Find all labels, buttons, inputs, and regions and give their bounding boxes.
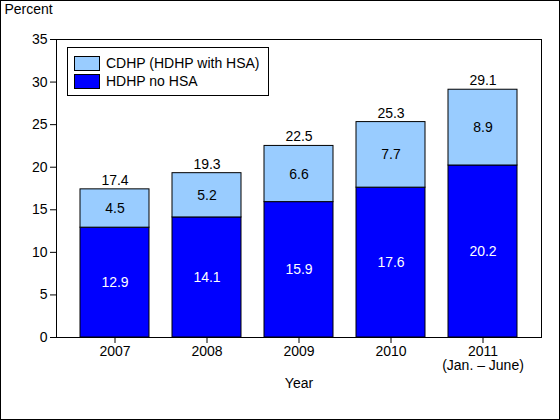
svg-text:2007: 2007: [99, 343, 130, 359]
svg-text:Percent: Percent: [5, 1, 53, 17]
svg-text:2008: 2008: [191, 343, 222, 359]
svg-text:17.4: 17.4: [101, 172, 128, 188]
svg-text:15: 15: [32, 201, 48, 217]
svg-text:4.5: 4.5: [105, 200, 125, 216]
svg-text:15.9: 15.9: [285, 261, 312, 277]
svg-text:22.5: 22.5: [285, 128, 312, 144]
svg-text:5.2: 5.2: [197, 187, 217, 203]
svg-text:12.9: 12.9: [101, 274, 128, 290]
svg-text:5: 5: [40, 286, 48, 302]
svg-text:14.1: 14.1: [193, 269, 220, 285]
svg-text:6.6: 6.6: [289, 166, 309, 182]
html-text:HDHP no HSA: HDHP no HSA: [106, 73, 198, 89]
svg-text:2009: 2009: [283, 343, 314, 359]
svg-text:25.3: 25.3: [377, 105, 404, 121]
svg-text:Year: Year: [285, 375, 314, 391]
svg-text:7.7: 7.7: [381, 146, 401, 162]
svg-text:0: 0: [40, 329, 48, 345]
svg-text:2011(Jan. – June): 2011(Jan. – June): [442, 343, 524, 373]
svg-text:20.2: 20.2: [469, 243, 496, 259]
svg-text:35: 35: [32, 31, 48, 47]
svg-text:20: 20: [32, 159, 48, 175]
svg-text:17.6: 17.6: [377, 254, 404, 270]
svg-text:29.1: 29.1: [469, 72, 496, 88]
svg-text:30: 30: [32, 74, 48, 90]
svg-text:10: 10: [32, 244, 48, 260]
svg-text:8.9: 8.9: [473, 119, 493, 135]
html-text:CDHP (HDHP with HSA): CDHP (HDHP with HSA): [106, 55, 260, 71]
svg-text:2010: 2010: [375, 343, 406, 359]
svg-text:19.3: 19.3: [193, 156, 220, 172]
svg-text:25: 25: [32, 116, 48, 132]
